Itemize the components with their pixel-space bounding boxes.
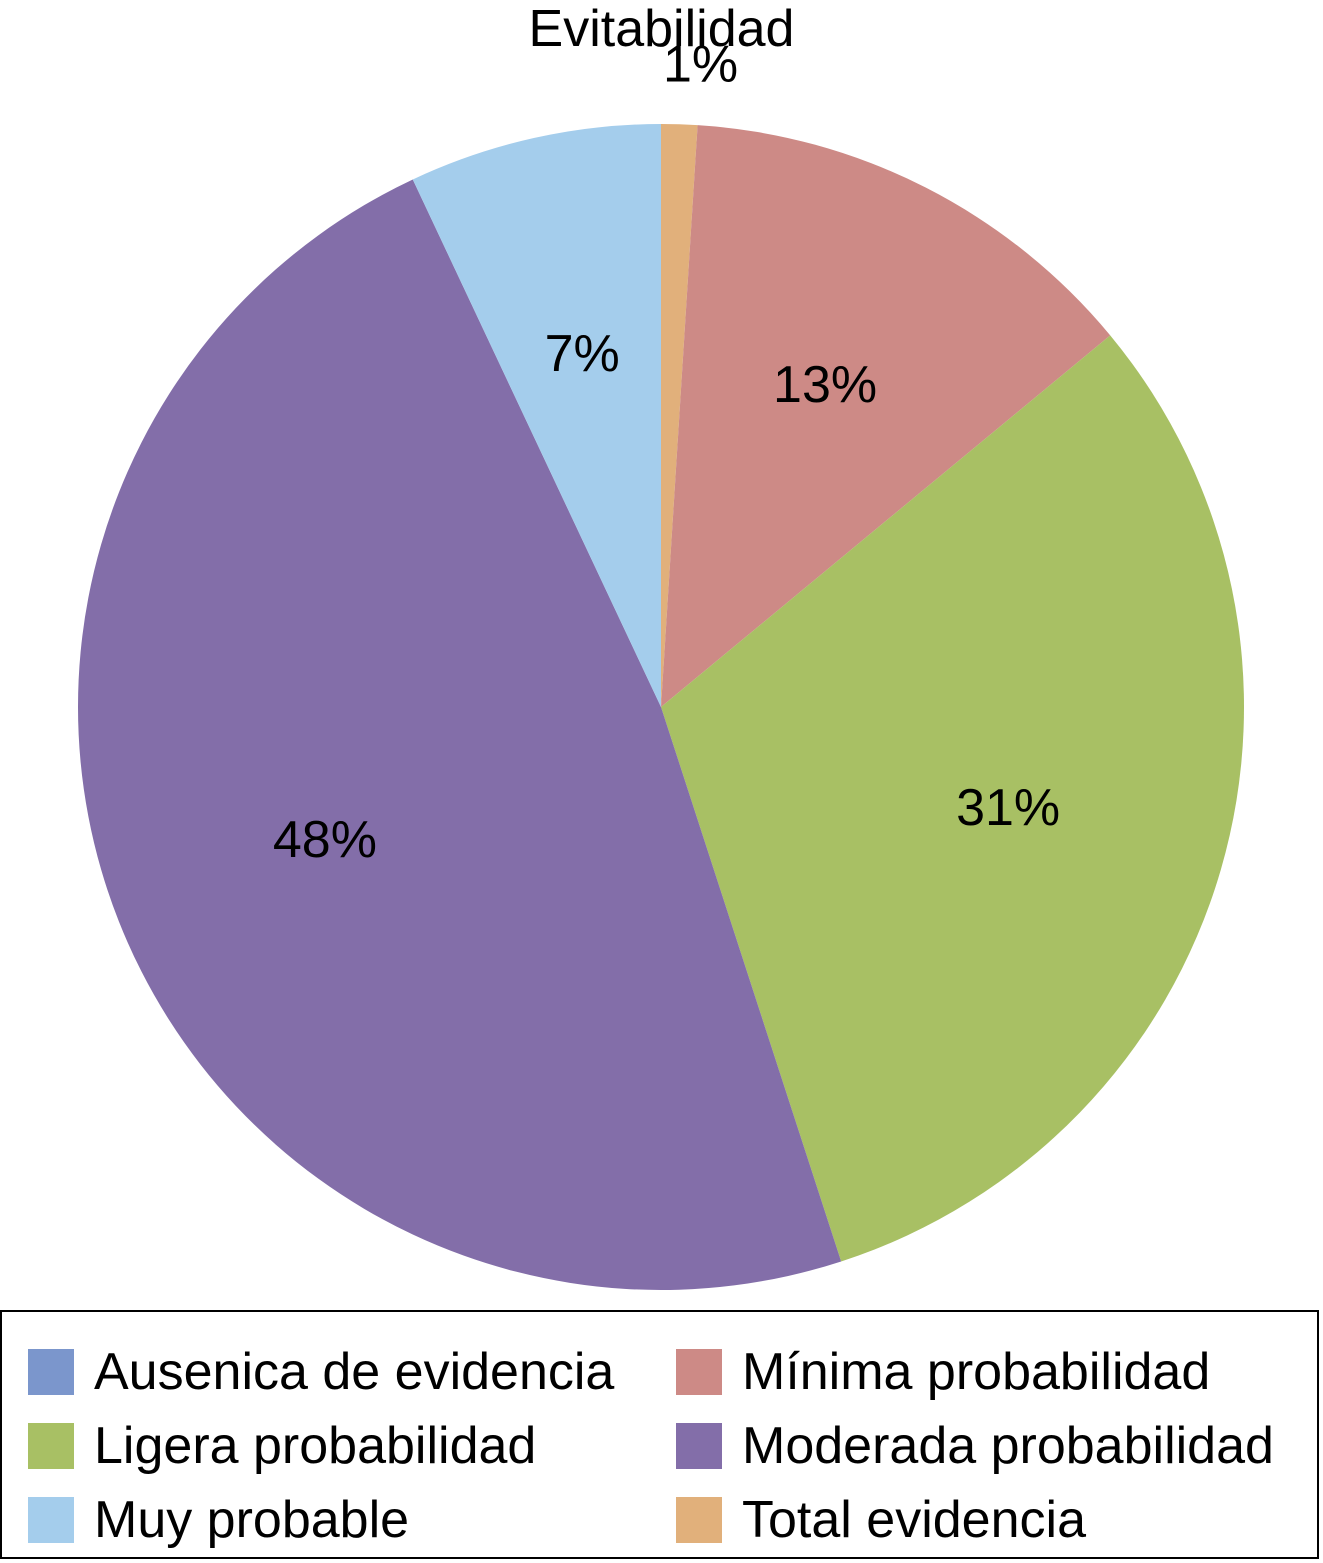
- pie-slices: [77, 124, 1245, 1290]
- legend-item-moderada-probabilidad: Moderada probabilidad: [676, 1416, 1274, 1476]
- legend-swatch: [28, 1423, 74, 1469]
- legend: Ausenica de evidencia Mínima probabilida…: [0, 1310, 1319, 1559]
- legend-label: Ligera probabilidad: [94, 1417, 537, 1475]
- legend-label: Muy probable: [94, 1491, 410, 1549]
- slice-label-total-evidencia: 1%: [663, 35, 738, 93]
- legend-swatch: [676, 1423, 722, 1469]
- slice-label-ligera-probabilidad: 31%: [956, 779, 1060, 837]
- legend-label: Mínima probabilidad: [742, 1343, 1211, 1401]
- legend-swatch: [28, 1497, 74, 1543]
- legend-item-muy-probable: Muy probable: [28, 1490, 409, 1550]
- legend-swatch: [676, 1497, 722, 1543]
- slice-label-minima-probabilidad: 13%: [773, 356, 877, 414]
- legend-item-minima-probabilidad: Mínima probabilidad: [676, 1342, 1210, 1402]
- legend-swatch: [676, 1349, 722, 1395]
- legend-item-total-evidencia: Total evidencia: [676, 1490, 1086, 1550]
- pie-slice-minima-probabilidad: [661, 125, 1111, 708]
- legend-item-ligera-probabilidad: Ligera probabilidad: [28, 1416, 536, 1476]
- pie-slice-muy-probable: [412, 124, 661, 707]
- legend-item-ausenica-de-evidencia: Ausenica de evidencia: [28, 1342, 614, 1402]
- pie-slice-moderada-probabilidad: [77, 179, 842, 1290]
- legend-swatch: [28, 1349, 74, 1395]
- legend-label: Total evidencia: [742, 1491, 1086, 1549]
- legend-label: Moderada probabilidad: [742, 1417, 1274, 1475]
- legend-label: Ausenica de evidencia: [94, 1343, 615, 1401]
- slice-label-muy-probable: 7%: [545, 325, 620, 383]
- chart-title: Evitabilidad: [528, 0, 795, 58]
- pie-labels: 1% 13% 31% 48% 7%: [273, 35, 1060, 869]
- pie-slice-ligera-probabilidad: [661, 335, 1245, 1262]
- pie-chart: 1% 13% 31% 48% 7%: [77, 35, 1245, 1290]
- pie-slice-total-evidencia: [661, 124, 698, 707]
- slice-label-moderada-probabilidad: 48%: [273, 811, 377, 869]
